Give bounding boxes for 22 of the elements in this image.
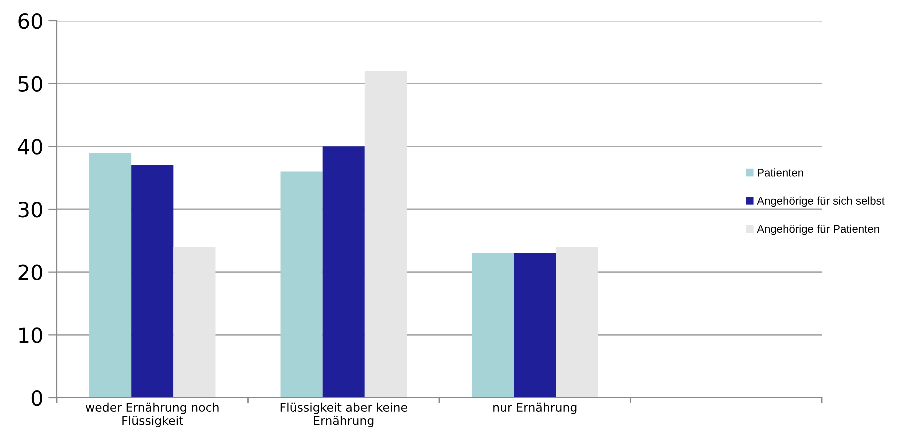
y-tick-label: 60 [18,13,42,30]
y-tick-label: 10 [20,328,42,344]
y-tick-label: 40 [18,139,42,155]
x-tick-label: Flüssigkeit aber keine Ernährung [280,402,408,428]
y-tick-label: 30 [18,202,42,218]
bar [174,247,216,398]
legend-label: Patienten [758,168,804,177]
y-tick-label: 20 [18,264,42,281]
bar [132,166,174,398]
y-tick-label: 0 [32,390,42,406]
legend-label: Angehörige für Patienten [757,224,880,236]
x-tick-label: nur Ernährung [494,402,577,414]
legend-label: Angehörige für sich selbst [757,196,885,208]
bar [280,172,323,398]
bar [90,152,132,398]
bar [556,247,598,398]
bar [514,253,556,398]
y-tick-label: 50 [18,76,42,92]
bar [364,71,407,398]
x-tick-label: weder Ernährung noch Flüssigkeit [86,402,219,428]
bar [322,146,365,398]
bar [472,253,514,398]
